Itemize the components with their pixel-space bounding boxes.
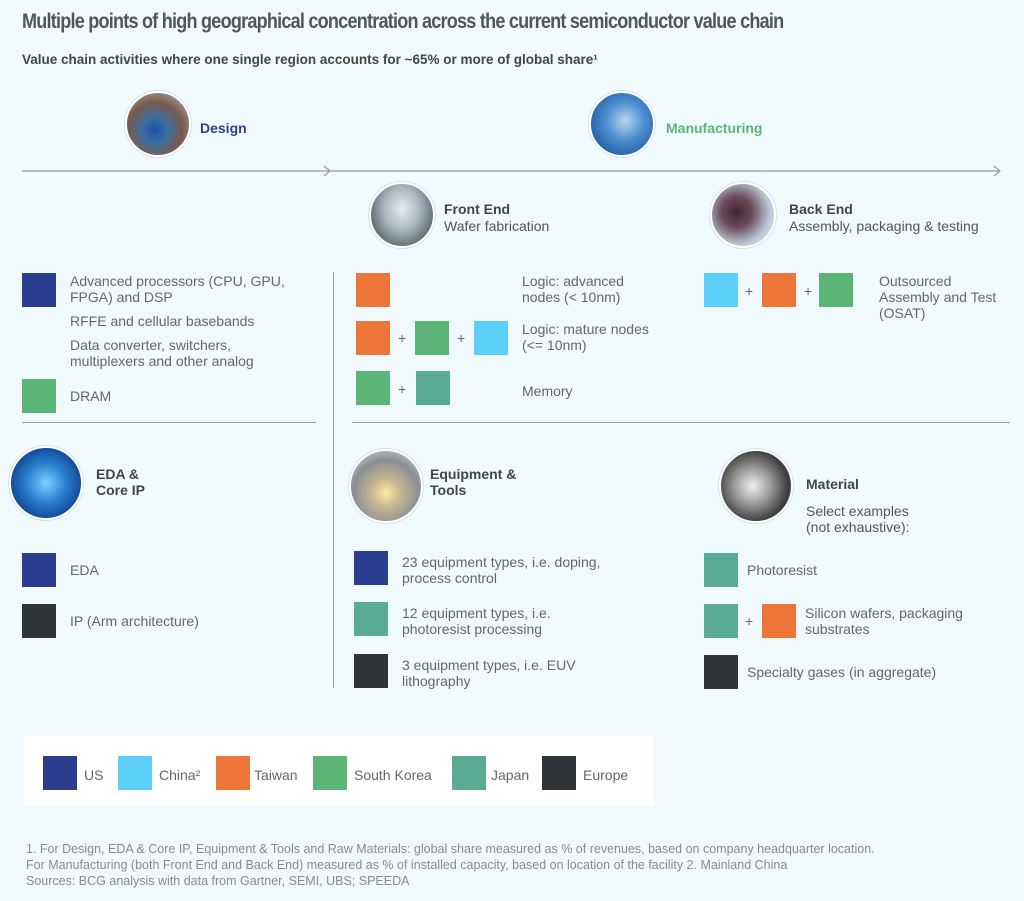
front-end-item: Logic: mature nodes (<= 10nm) [522, 321, 649, 353]
equipment-item: 12 equipment types, i.e. photoresist pro… [402, 605, 551, 637]
design-item: RFFE and cellular basebands [70, 313, 255, 329]
eda-photo [9, 446, 83, 520]
region-square-japan [354, 602, 388, 636]
plus-sign: + [804, 283, 813, 299]
region-square-taiwan [356, 321, 390, 355]
legend-swatch-south-korea [313, 756, 347, 790]
region-square-japan [704, 604, 738, 638]
legend-swatch-us [43, 756, 77, 790]
region-square-taiwan [762, 273, 796, 307]
back-end-title: Back End [789, 201, 853, 217]
legend-label-us: US [84, 767, 104, 783]
plus-sign: + [398, 330, 407, 346]
stage-manufacturing: Manufacturing [666, 120, 763, 136]
divider-left [22, 422, 316, 423]
front-end-item: Memory [522, 383, 573, 399]
legend-swatch-china [118, 756, 152, 790]
region-square-europe [22, 604, 56, 638]
vertical-divider [333, 272, 334, 688]
plus-sign: + [457, 330, 466, 346]
region-square-china [704, 273, 738, 307]
region-square-taiwan [356, 273, 390, 307]
manufacturing-photo [589, 91, 655, 157]
material-title: Material [806, 476, 859, 492]
region-square-south-korea [819, 273, 853, 307]
material-item: Specialty gases (in aggregate) [747, 664, 937, 680]
region-square-japan [704, 553, 738, 587]
divider-right [352, 422, 1010, 423]
material-subtitle: Select examples (not exhaustive): [806, 503, 910, 535]
eda-title: EDA & Core IP [96, 466, 146, 498]
timeline-arrow [22, 165, 1001, 177]
material-photo [719, 449, 793, 523]
legend-swatch-taiwan [216, 756, 250, 790]
region-square-us [22, 273, 56, 307]
legend-swatch-japan [452, 756, 486, 790]
design-item: DRAM [70, 388, 112, 404]
plus-sign: + [398, 381, 407, 397]
equipment-item: 23 equipment types, i.e. doping, process… [402, 554, 601, 586]
front-end-photo [369, 182, 435, 248]
arrow-head-icon [993, 165, 1001, 177]
legend-label-taiwan: Taiwan [254, 767, 298, 783]
legend-label-japan: Japan [491, 767, 530, 783]
page-title: Multiple points of high geographical con… [22, 10, 784, 33]
sources: Sources: BCG analysis with data from Gar… [26, 874, 410, 888]
region-square-china [474, 321, 508, 355]
front-end-item: Logic: advanced nodes (< 10nm) [522, 273, 624, 305]
region-square-us [22, 553, 56, 587]
material-item: Photoresist [747, 562, 818, 578]
design-photo [125, 91, 191, 157]
region-square-europe [354, 654, 388, 688]
region-square-taiwan [762, 604, 796, 638]
plus-sign: + [745, 283, 754, 299]
stage-design: Design [200, 120, 247, 136]
plus-sign: + [745, 613, 754, 629]
front-end-subtitle: Wafer fabrication [444, 218, 550, 234]
material-item: Silicon wafers, packaging substrates [805, 605, 963, 637]
back-end-item: Outsourced Assembly and Test (OSAT) [879, 273, 997, 321]
region-square-south-korea [415, 321, 449, 355]
chevron-right-icon [323, 165, 331, 177]
eda-item: EDA [70, 562, 99, 578]
footnote: For Manufacturing (both Front End and Ba… [26, 858, 788, 872]
region-square-europe [704, 655, 738, 689]
region-square-south-korea [22, 379, 56, 413]
region-square-japan [416, 371, 450, 405]
equipment-title: Equipment & Tools [430, 466, 517, 498]
front-end-title: Front End [444, 201, 511, 217]
footnote: 1. For Design, EDA & Core IP, Equipment … [26, 842, 875, 856]
region-square-us [354, 551, 388, 585]
equipment-item: 3 equipment types, i.e. EUV lithography [402, 657, 576, 689]
legend-label-europe: Europe [583, 767, 629, 783]
eda-item: IP (Arm architecture) [70, 613, 199, 629]
design-item: Data converter, switchers, multiplexers … [70, 337, 254, 369]
equipment-photo [349, 449, 423, 523]
back-end-subtitle: Assembly, packaging & testing [789, 218, 979, 234]
legend-label-china: China² [159, 767, 201, 783]
back-end-photo [710, 182, 776, 248]
legend-swatch-europe [542, 756, 576, 790]
region-square-south-korea [356, 371, 390, 405]
legend-label-south-korea: South Korea [354, 767, 432, 783]
page-subtitle: Value chain activities where one single … [22, 52, 598, 67]
design-item: Advanced processors (CPU, GPU, FPGA) and… [70, 273, 285, 305]
